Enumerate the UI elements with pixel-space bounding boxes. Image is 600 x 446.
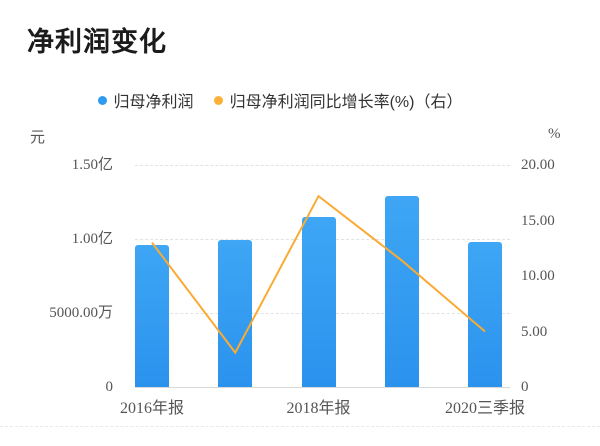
x-axis-tick-label: 2018年报: [286, 400, 351, 417]
bar-net-profit[interactable]: [301, 216, 336, 387]
bar-net-profit[interactable]: [384, 196, 419, 387]
right-axis-tick-label: 20.00: [521, 157, 555, 173]
x-axis-tick-label: 2016年报: [119, 400, 185, 417]
x-axis-line: [135, 387, 510, 388]
x-axis-tick-label: 2020三季报: [444, 400, 526, 417]
right-axis-tick-label: 5.00: [521, 323, 548, 340]
chart-legend: 归母净利润 归母净利润同比增长率(%)（右）: [0, 88, 560, 112]
bar-net-profit[interactable]: [218, 240, 253, 387]
right-axis-tick-label: 15.00: [521, 212, 555, 229]
left-axis-tick-label: 1.00亿: [71, 231, 113, 247]
left-axis-tick-label: 5000.00万: [49, 305, 113, 321]
legend-dot-yellow-icon: [213, 95, 223, 105]
legend-item-growth-rate[interactable]: 归母净利润同比增长率(%)（右）: [213, 88, 463, 112]
bar-net-profit[interactable]: [135, 244, 169, 387]
left-axis-tick-label: 1.50亿: [71, 157, 113, 173]
chart-title: 净利润变化: [27, 27, 167, 57]
legend-item-net-profit[interactable]: 归母净利润: [97, 88, 194, 112]
bottom-separator-line: [0, 426, 600, 427]
left-axis-unit: 元: [30, 130, 46, 146]
right-axis-unit: %: [548, 126, 561, 142]
right-axis-tick-label: 10.00: [521, 268, 555, 284]
legend-label-net-profit: 归母净利润: [113, 94, 194, 111]
legend-dot-blue-icon: [97, 95, 107, 105]
bar-net-profit[interactable]: [468, 241, 502, 387]
legend-label-growth-rate: 归母净利润同比增长率(%)（右）: [229, 94, 463, 111]
right-axis-tick-label: 0: [521, 379, 529, 395]
gridline: [135, 165, 510, 166]
left-axis-tick-label: 0: [105, 379, 114, 395]
